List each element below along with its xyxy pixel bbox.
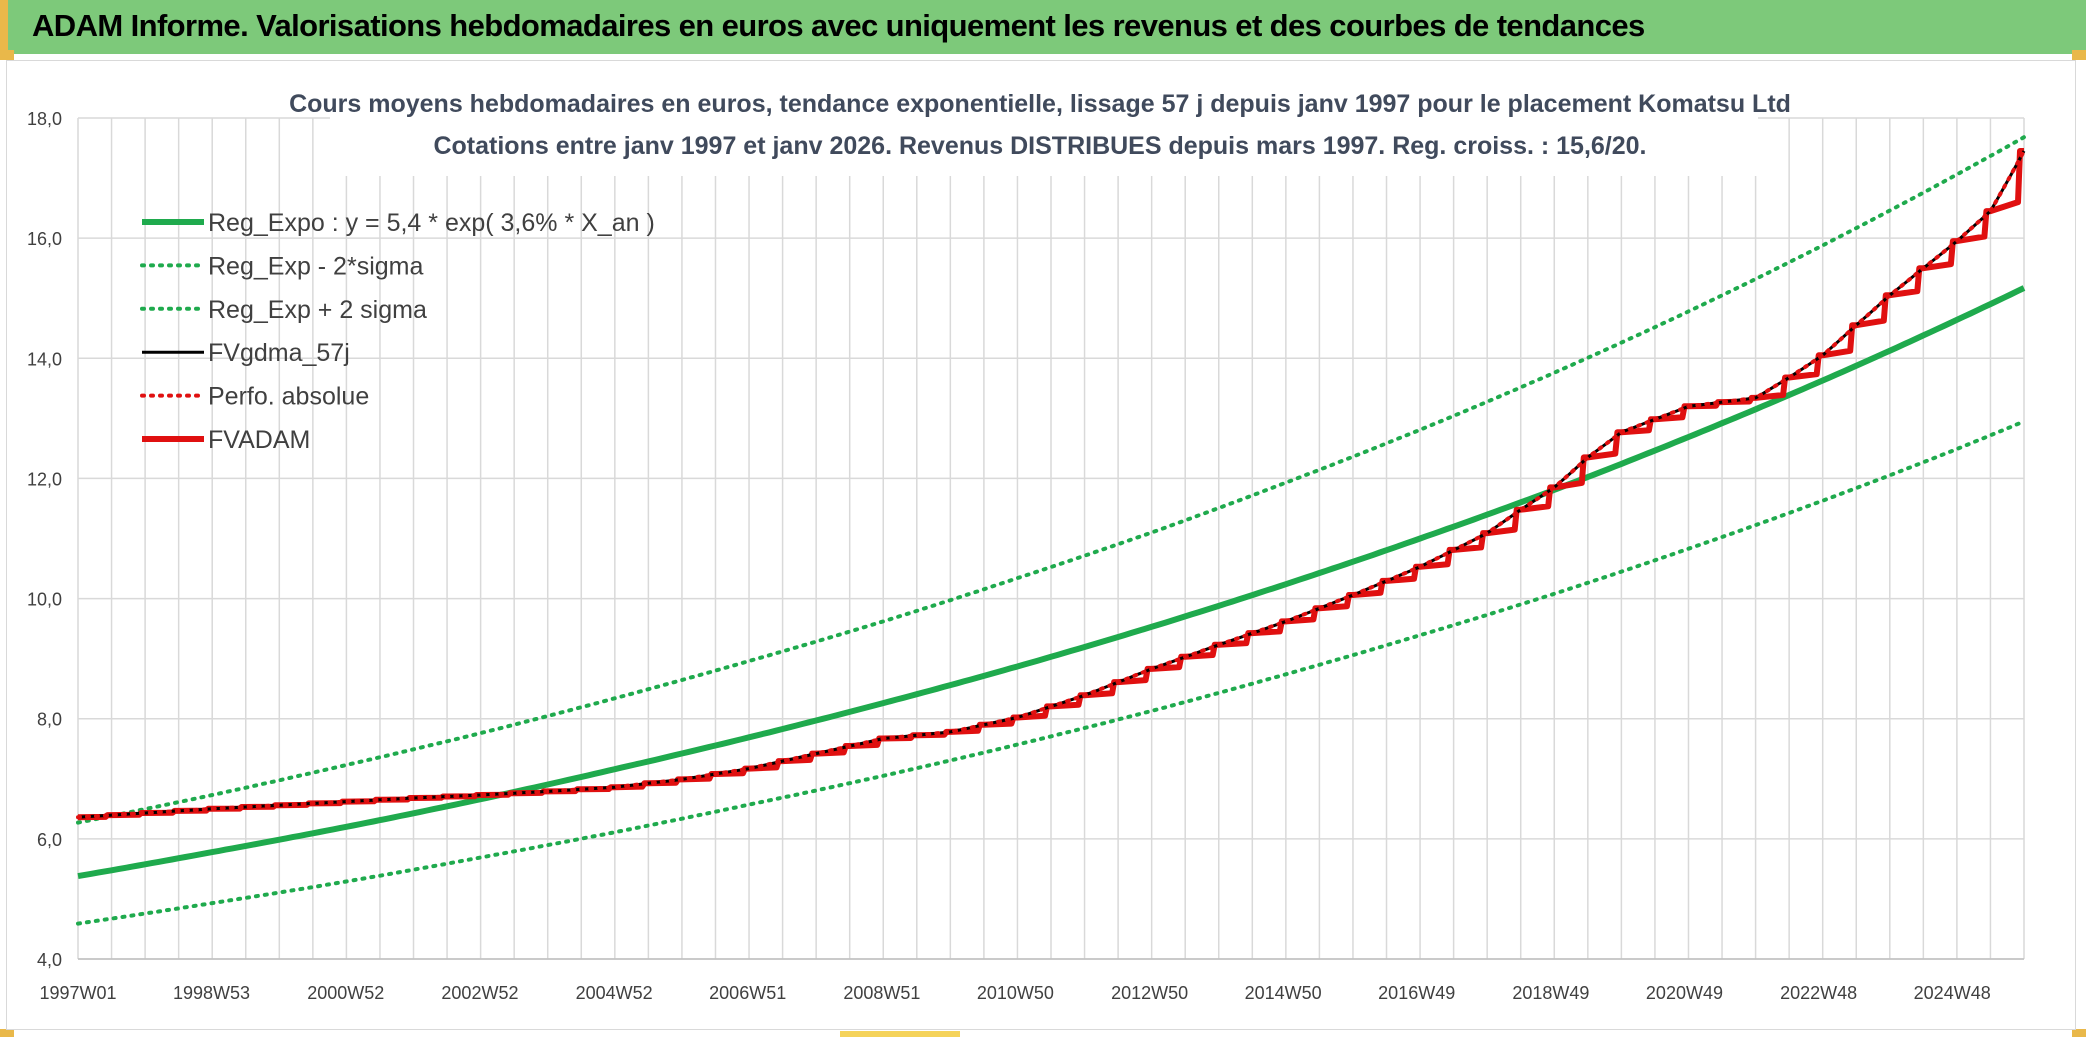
corner-accent-top-left: [0, 50, 14, 60]
x-tick-label: 2022W48: [1780, 983, 1857, 1003]
x-tick-label: 2016W49: [1378, 983, 1455, 1003]
chart-title: Cours moyens hebdomadaires en euros, ten…: [289, 90, 1791, 118]
legend-label: FVgdma_57j: [208, 339, 350, 367]
y-tick-label: 16,0: [27, 229, 62, 249]
legend-label: Reg_Expo : y = 5,4 * exp( 3,6% * X_an ): [208, 209, 655, 237]
y-tick-label: 6,0: [37, 830, 62, 850]
legend: Reg_Expo : y = 5,4 * exp( 3,6% * X_an ) R…: [140, 209, 655, 454]
corner-accent-top-right: [2072, 50, 2086, 60]
title-background: [330, 90, 1758, 176]
y-tick-label: 12,0: [27, 469, 62, 489]
y-tick-label: 18,0: [27, 109, 62, 129]
x-tick-label: 1998W53: [173, 983, 250, 1003]
x-tick-label: 1997W01: [39, 983, 116, 1003]
series-lines: [76, 135, 2026, 926]
x-tick-label: 2018W49: [1512, 983, 1589, 1003]
y-tick-label: 8,0: [37, 710, 62, 730]
series-line: [76, 149, 2026, 820]
corner-accent-bottom-left: [0, 1029, 14, 1037]
corner-accent-bottom-right: [2072, 1029, 2086, 1037]
y-tick-label: 4,0: [37, 950, 62, 970]
x-tick-label: 2010W50: [977, 983, 1054, 1003]
y-tick-label: 14,0: [27, 349, 62, 369]
x-tick-label: 2014W50: [1245, 983, 1322, 1003]
series-line: [76, 135, 2026, 825]
report-header: ADAM Informe. Valorisations hebdomadaire…: [0, 0, 2086, 54]
grid-lines: [77, 117, 2025, 960]
legend-label: Perfo. absolue: [208, 383, 369, 411]
x-tick-label: 2002W52: [441, 983, 518, 1003]
scroll-indicator: [840, 1031, 960, 1037]
legend-label: Reg_Exp + 2 sigma: [208, 296, 427, 324]
legend-label: FVADAM: [208, 426, 310, 454]
x-tick-label: 2000W52: [307, 983, 384, 1003]
report-title: ADAM Informe. Valorisations hebdomadaire…: [32, 8, 1645, 43]
x-tick-label: 2020W49: [1646, 983, 1723, 1003]
legend-label: Reg_Exp - 2*sigma: [208, 252, 423, 280]
x-tick-label: 2008W51: [843, 983, 920, 1003]
x-tick-label: 2024W48: [1914, 983, 1991, 1003]
chart-subtitle: Cotations entre janv 1997 et janv 2026. …: [433, 132, 1646, 160]
series-line: [77, 285, 2026, 880]
y-tick-label: 10,0: [27, 590, 62, 610]
chart-frame: [6, 60, 2076, 1030]
x-tick-label: 2004W52: [576, 983, 653, 1003]
x-tick-label: 2006W51: [709, 983, 786, 1003]
axes: 4,0 6,0 8,0 10,0 12,0 14,0 16,0 18,0 1997W01 1998…: [27, 109, 2024, 1003]
series-line: [76, 419, 2026, 926]
x-tick-label: 2012W50: [1111, 983, 1188, 1003]
